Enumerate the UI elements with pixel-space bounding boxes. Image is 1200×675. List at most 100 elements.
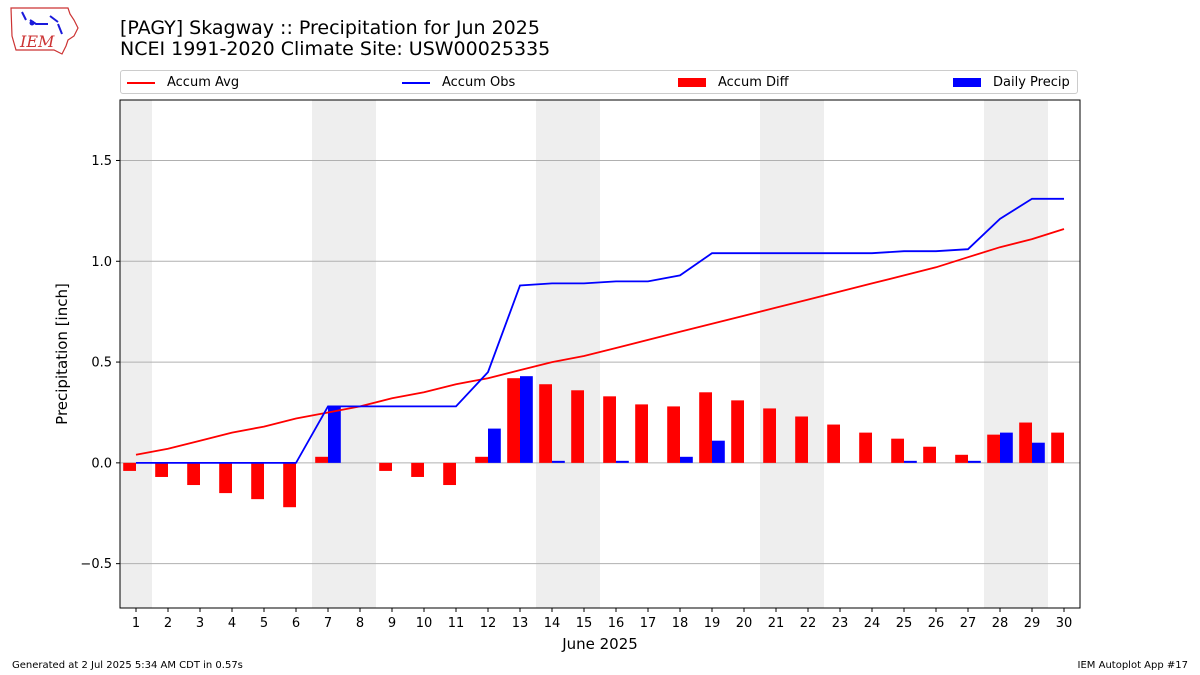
legend-item-accum-avg: Accum Avg	[127, 75, 239, 90]
x-tick-label: 25	[896, 616, 913, 631]
legend-swatch-accum-diff	[678, 78, 706, 87]
accum-diff-bar	[795, 416, 808, 463]
y-tick-label: −0.5	[80, 557, 112, 572]
x-tick-label: 21	[768, 616, 785, 631]
daily-precip-bar	[680, 456, 693, 463]
weekend-shade	[344, 100, 376, 608]
accum-diff-bar	[539, 384, 552, 463]
accum-diff-bar	[315, 456, 328, 463]
y-tick-label: 1.5	[91, 154, 112, 169]
accum-diff-bar	[507, 378, 520, 463]
accum-diff-bar	[411, 462, 424, 477]
x-tick-label: 10	[416, 616, 433, 631]
x-tick-label: 29	[1024, 616, 1041, 631]
weekend-shade	[536, 100, 568, 608]
daily-precip-bar	[488, 428, 501, 463]
y-tick-label: 0.5	[91, 356, 112, 371]
app-footer: IEM Autoplot App #17	[1077, 660, 1188, 671]
x-tick-label: 3	[196, 616, 204, 631]
accum-diff-bar	[667, 406, 680, 463]
chart-legend: Accum Avg Accum Obs Accum Diff Daily Pre…	[120, 70, 1078, 94]
x-tick-label: 27	[960, 616, 977, 631]
x-tick-label: 13	[512, 616, 529, 631]
x-tick-label: 6	[292, 616, 300, 631]
accum-diff-bar	[155, 462, 168, 477]
weekend-shade	[760, 100, 792, 608]
x-tick-label: 9	[388, 616, 396, 631]
weekend-shade	[792, 100, 824, 608]
x-tick-label: 11	[448, 616, 465, 631]
legend-label-accum-avg: Accum Avg	[167, 75, 240, 90]
accum-avg-line	[135, 228, 1065, 456]
weekend-shade	[312, 100, 344, 608]
daily-precip-bar	[968, 460, 981, 463]
x-tick-label: 20	[736, 616, 753, 631]
legend-swatch-daily-precip	[953, 78, 981, 87]
x-axis-label: June 2025	[561, 635, 638, 653]
x-tick-label: 8	[356, 616, 364, 631]
accum-obs-line	[136, 197, 1064, 464]
plot-frame	[119, 99, 1081, 609]
daily-precip-bar	[1000, 432, 1013, 463]
x-tick-label: 4	[228, 616, 236, 631]
x-tick-label: 19	[704, 616, 721, 631]
x-tick-label: 18	[672, 616, 689, 631]
accum-diff-bar	[475, 456, 488, 463]
x-tick-label: 12	[480, 616, 497, 631]
chart-title-line1: [PAGY] Skagway :: Precipitation for Jun …	[120, 17, 540, 39]
accum-diff-bar	[251, 462, 264, 500]
accum-diff-bar	[923, 446, 936, 463]
x-tick-label: 7	[324, 616, 332, 631]
accum-diff-bar	[571, 390, 584, 463]
chart-title-line2: NCEI 1991-2020 Climate Site: USW00025335	[120, 38, 551, 60]
legend-label-daily-precip: Daily Precip	[993, 75, 1070, 90]
accum-diff-bar	[1019, 422, 1032, 463]
accum-diff-bar	[859, 432, 872, 463]
legend-label-accum-diff: Accum Diff	[718, 75, 789, 90]
accum-diff-bar	[603, 396, 616, 463]
y-tick-label: 1.0	[91, 255, 112, 270]
chart-title: [PAGY] Skagway :: Precipitation for Jun …	[120, 18, 550, 60]
x-tick-label: 22	[800, 616, 817, 631]
iem-logo: IEM	[8, 6, 80, 58]
x-tick-label: 5	[260, 616, 268, 631]
x-tick-label: 2	[164, 616, 172, 631]
x-tick-label: 24	[864, 616, 881, 631]
accum-diff-bar	[379, 462, 392, 471]
accum-diff-bar	[827, 424, 840, 463]
accum-diff-bar	[123, 462, 136, 471]
legend-item-daily-precip: Daily Precip	[953, 75, 1070, 90]
accum-diff-bar	[443, 462, 456, 486]
legend-item-accum-diff: Accum Diff	[678, 75, 789, 90]
x-tick-label: 14	[544, 616, 561, 631]
x-tick-label: 23	[832, 616, 849, 631]
legend-swatch-accum-obs	[402, 81, 430, 84]
accum-diff-bar	[187, 462, 200, 486]
legend-swatch-accum-avg	[127, 81, 155, 84]
accum-diff-bar	[219, 462, 232, 494]
x-tick-label: 30	[1056, 616, 1073, 631]
weekend-shade	[120, 100, 152, 608]
accum-diff-bar	[987, 434, 1000, 463]
legend-label-accum-obs: Accum Obs	[442, 75, 516, 90]
accum-diff-bar	[891, 438, 904, 463]
x-tick-label: 1	[132, 616, 140, 631]
generated-footer: Generated at 2 Jul 2025 5:34 AM CDT in 0…	[12, 660, 243, 671]
accum-diff-bar	[763, 408, 776, 463]
x-tick-label: 28	[992, 616, 1009, 631]
daily-precip-bar	[1032, 442, 1045, 463]
accum-diff-bar	[699, 392, 712, 463]
y-axis-label: Precipitation [inch]	[53, 283, 71, 425]
legend-item-accum-obs: Accum Obs	[402, 75, 515, 90]
daily-precip-bar	[328, 406, 341, 463]
x-tick-label: 26	[928, 616, 945, 631]
daily-precip-bar	[520, 376, 533, 463]
daily-precip-bar	[552, 460, 565, 463]
x-tick-label: 16	[608, 616, 625, 631]
accum-diff-bar	[635, 404, 648, 463]
x-tick-label: 15	[576, 616, 593, 631]
accum-diff-bar	[731, 400, 744, 463]
weekend-shade	[984, 100, 1016, 608]
accum-diff-bar	[1051, 432, 1064, 463]
